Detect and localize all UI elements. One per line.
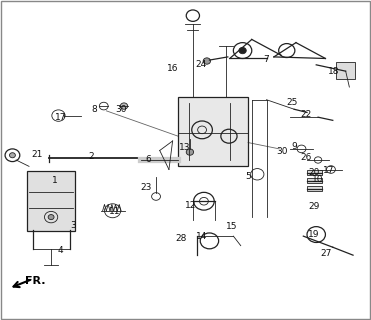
- Text: 19: 19: [308, 230, 319, 239]
- Text: 17: 17: [324, 166, 335, 175]
- Text: 1: 1: [52, 176, 58, 185]
- Bar: [336, 62, 355, 79]
- Text: 11: 11: [109, 207, 121, 216]
- Text: 5: 5: [245, 172, 251, 181]
- Text: 30: 30: [276, 147, 288, 156]
- Text: 12: 12: [186, 201, 197, 210]
- Circle shape: [120, 103, 128, 109]
- Text: 6: 6: [146, 155, 151, 164]
- Text: 9: 9: [291, 142, 297, 151]
- Text: 30: 30: [115, 105, 127, 114]
- Text: 13: 13: [179, 143, 191, 152]
- Text: 27: 27: [321, 249, 332, 258]
- Circle shape: [186, 149, 194, 155]
- Text: 22: 22: [301, 110, 312, 119]
- Text: 4: 4: [58, 246, 63, 255]
- Circle shape: [48, 215, 54, 220]
- Text: 2: 2: [89, 152, 94, 161]
- Text: 18: 18: [328, 67, 339, 76]
- Circle shape: [10, 153, 15, 158]
- Text: 28: 28: [175, 234, 187, 243]
- Text: 21: 21: [32, 150, 43, 159]
- Text: 25: 25: [286, 98, 297, 107]
- Bar: [307, 170, 322, 175]
- FancyBboxPatch shape: [27, 171, 75, 231]
- Text: 7: 7: [263, 55, 269, 64]
- Circle shape: [239, 47, 246, 54]
- Text: 10: 10: [312, 175, 323, 184]
- Text: 8: 8: [91, 105, 97, 114]
- FancyBboxPatch shape: [178, 97, 248, 166]
- Text: 24: 24: [196, 60, 207, 69]
- Bar: [307, 178, 322, 183]
- Text: 17: 17: [55, 113, 67, 122]
- Text: 14: 14: [196, 232, 208, 241]
- Text: 23: 23: [140, 183, 152, 192]
- Text: 29: 29: [308, 203, 319, 212]
- Circle shape: [203, 58, 210, 64]
- Bar: [307, 186, 322, 191]
- Text: 26: 26: [301, 153, 312, 162]
- Text: 16: 16: [167, 63, 178, 73]
- Text: FR.: FR.: [25, 276, 46, 286]
- Text: 15: 15: [226, 222, 237, 231]
- Text: 3: 3: [70, 220, 76, 229]
- Text: 20: 20: [308, 168, 319, 177]
